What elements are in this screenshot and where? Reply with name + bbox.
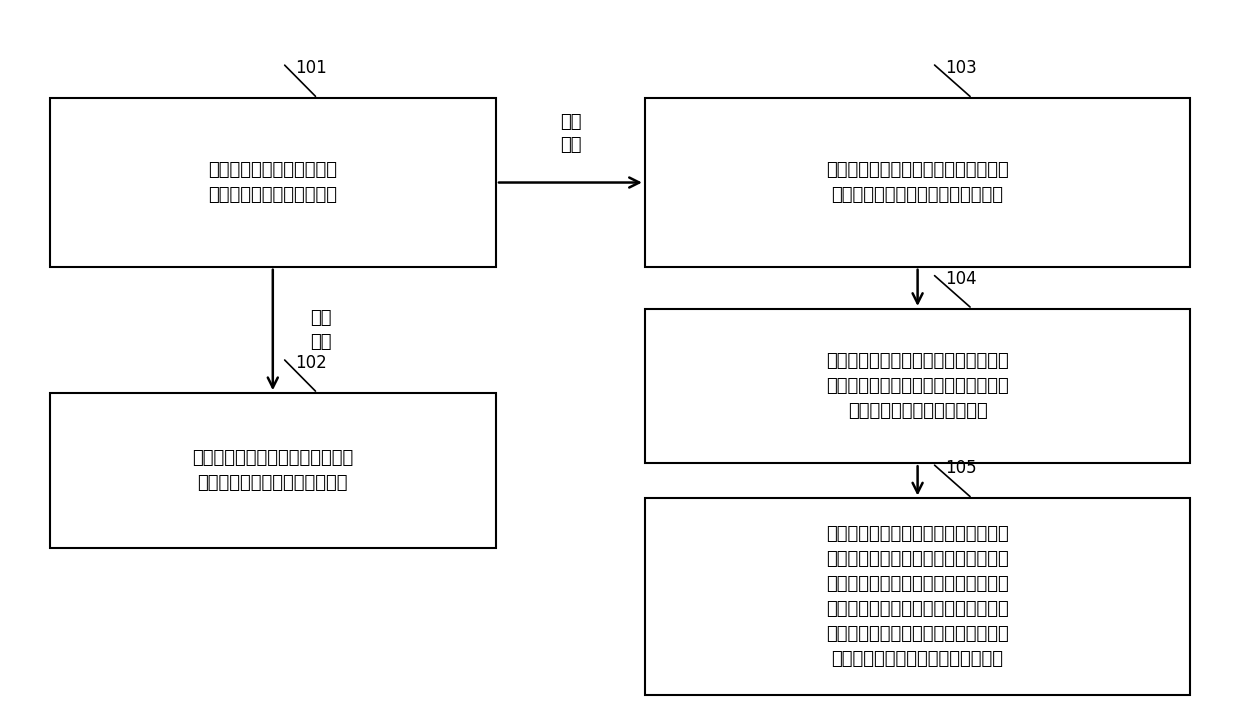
FancyBboxPatch shape: [645, 498, 1190, 695]
FancyBboxPatch shape: [645, 98, 1190, 267]
Text: 根据本车的相关行驶参数，确定本
车在当前时刻的目标制动减速度: 根据本车的相关行驶参数，确定本 车在当前时刻的目标制动减速度: [192, 449, 353, 492]
Text: 103: 103: [945, 59, 977, 77]
FancyBboxPatch shape: [50, 98, 496, 267]
Text: 在本车处于自动驾驶状态时
，确定本车当前的行驶模式: 在本车处于自动驾驶状态时 ，确定本车当前的行驶模式: [208, 161, 337, 204]
FancyBboxPatch shape: [645, 309, 1190, 463]
Text: 105: 105: [945, 459, 977, 477]
Text: 101: 101: [295, 59, 327, 77]
Text: 104: 104: [945, 270, 977, 288]
Text: 根据本车与前车之间的相对距离和本车
与前车之间的相对速度，计算出本车与
前车发生碰撞所需的碰撞时长: 根据本车与前车之间的相对距离和本车 与前车之间的相对速度，计算出本车与 前车发生…: [826, 352, 1009, 420]
Text: 根据所计算出的碰撞时长，从预定的对
照关系表中，确定出本车的制动减速度
在每一单位碰撞时长的制动减速度变化
斜率，控制车辆按照所确定的制动减速
度变化斜率对本车: 根据所计算出的碰撞时长，从预定的对 照关系表中，确定出本车的制动减速度 在每一单…: [826, 525, 1009, 668]
Text: 根据本车以及前车的相关行驶参数，确
定本车在当前时刻的目标制动减速度: 根据本车以及前车的相关行驶参数，确 定本车在当前时刻的目标制动减速度: [826, 161, 1009, 204]
FancyBboxPatch shape: [50, 393, 496, 548]
Text: 跟车
模式: 跟车 模式: [559, 113, 582, 154]
Text: 巡航
模式: 巡航 模式: [310, 309, 331, 351]
Text: 102: 102: [295, 354, 327, 372]
